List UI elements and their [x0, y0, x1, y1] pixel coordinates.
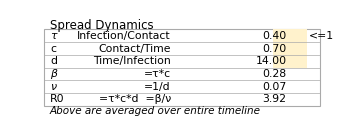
Text: =τ*c: =τ*c [144, 69, 171, 79]
Text: β: β [50, 69, 57, 79]
Text: ν: ν [50, 82, 56, 92]
Text: 0.28: 0.28 [262, 69, 286, 79]
Text: <=1: <=1 [308, 31, 334, 41]
Text: c: c [50, 44, 56, 54]
Text: 14.00: 14.00 [255, 56, 286, 66]
Text: τ: τ [50, 31, 56, 41]
Text: =τ*c*d  =β/ν: =τ*c*d =β/ν [99, 94, 171, 105]
FancyBboxPatch shape [273, 42, 307, 55]
Text: Infection/Contact: Infection/Contact [77, 31, 171, 41]
FancyBboxPatch shape [273, 29, 307, 42]
Text: Above are averaged over entire timeline: Above are averaged over entire timeline [50, 106, 261, 116]
Text: 0.07: 0.07 [262, 82, 286, 92]
Text: =1/d: =1/d [144, 82, 171, 92]
Text: Contact/Time: Contact/Time [98, 44, 171, 54]
Text: 0.70: 0.70 [262, 44, 286, 54]
Text: d: d [50, 56, 57, 66]
Text: R0: R0 [50, 94, 65, 105]
FancyBboxPatch shape [273, 55, 307, 68]
Text: Spread Dynamics: Spread Dynamics [50, 19, 153, 32]
Text: 3.92: 3.92 [262, 94, 286, 105]
Text: 0.40: 0.40 [262, 31, 286, 41]
Text: Time/Infection: Time/Infection [93, 56, 171, 66]
